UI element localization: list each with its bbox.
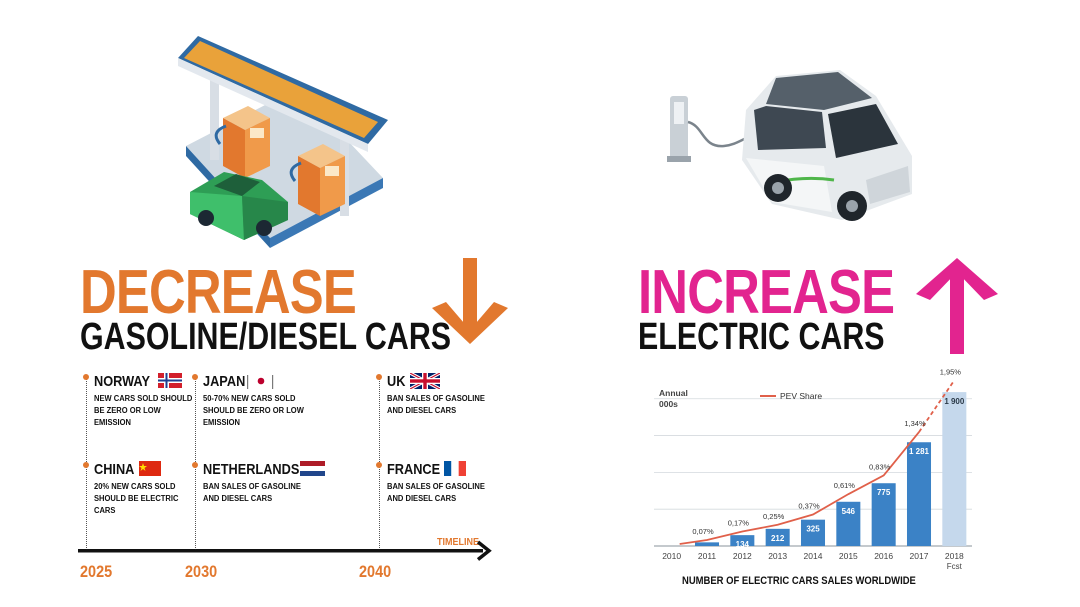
pev-share-line <box>679 431 920 545</box>
pev-share-label: 0,61% <box>834 481 856 490</box>
year-2040: 2040 <box>359 562 392 581</box>
chart-data-label: 1 281 <box>909 447 930 456</box>
pin-uk <box>376 374 382 380</box>
chart-data-label: 325 <box>806 525 820 534</box>
year-2030: 2030 <box>185 562 218 581</box>
pev-share-label: 1,95% <box>940 367 962 376</box>
chart-tick-label: 2017 <box>910 551 929 561</box>
japan-flag-icon <box>253 375 269 387</box>
country-france: FRANCE <box>387 461 441 478</box>
netherlands-flag-icon <box>300 461 325 476</box>
chart-tick-sublabel: Fcst <box>947 562 963 571</box>
chart-tick-label: 2018 <box>945 551 964 561</box>
chart-bar <box>800 519 826 546</box>
timeline-axis <box>78 540 492 561</box>
electric-car-icon <box>742 70 912 221</box>
pev-share-forecast-line <box>918 379 956 433</box>
down-arrow-icon <box>432 258 508 344</box>
uk-flag-icon <box>410 373 440 389</box>
increase-heading: INCREASE <box>638 258 895 327</box>
chart-tick-label: 2014 <box>804 551 823 561</box>
decrease-heading: DECREASE <box>80 258 357 327</box>
chart-bar <box>906 442 932 546</box>
country-netherlands: NETHERLANDS <box>203 461 300 478</box>
year-2025: 2025 <box>80 562 113 581</box>
chart-tick-label: 2013 <box>768 551 787 561</box>
chart-tick-label: 2011 <box>698 551 717 561</box>
chart-data-label: 775 <box>877 488 891 497</box>
pev-share-label: 0,37% <box>798 502 820 511</box>
chart-data-label: 212 <box>771 534 785 543</box>
chart-bar <box>765 528 790 546</box>
chart-bar <box>871 483 896 546</box>
timeline-label: TIMELINE <box>437 537 480 548</box>
pev-share-label: 0,07% <box>692 527 714 536</box>
pin-japan <box>192 374 198 380</box>
pin-norway <box>83 374 89 380</box>
chart-title: NUMBER OF ELECTRIC CARS SALES WORLDWIDE <box>682 575 916 587</box>
pin-netherlands <box>192 462 198 468</box>
chart-ylabel-annual: Annual <box>659 388 688 398</box>
chart-data-label: 1 900 <box>944 397 965 406</box>
legend-label: PEV Share <box>780 391 822 401</box>
chart-data-label: 546 <box>842 507 856 516</box>
chart-tick-label: 2010 <box>662 551 681 561</box>
chart-bar <box>694 542 720 546</box>
france-flag-icon <box>444 461 466 476</box>
country-norway: NORWAY <box>94 373 150 390</box>
china-flag-icon <box>139 461 161 476</box>
pin-france <box>376 462 382 468</box>
country-china: CHINA <box>94 461 135 478</box>
up-arrow-icon <box>916 258 998 354</box>
pev-share-label: 1,34% <box>904 419 926 428</box>
gas-station-icon <box>178 36 388 248</box>
pev-share-label: 0,83% <box>869 462 891 471</box>
chart-tick-label: 2016 <box>874 551 893 561</box>
norway-flag-icon <box>158 373 182 388</box>
pev-share-label: 0,25% <box>763 512 785 521</box>
policy-netherlands: BAN SALES OF GASOLINE AND DIESEL CARS <box>203 481 301 503</box>
country-uk: UK <box>387 373 406 390</box>
policy-uk: BAN SALES OF GASOLINE AND DIESEL CARS <box>387 393 485 415</box>
japan-separator-left: | <box>246 373 250 390</box>
pin-china <box>83 462 89 468</box>
chart-bar <box>730 535 755 546</box>
chart-data-label: 134 <box>736 540 750 549</box>
japan-separator-right: | <box>271 373 275 390</box>
policy-japan: 50-70% NEW CARS SOLD SHOULD BE ZERO OR L… <box>203 393 304 427</box>
chart-bar <box>942 392 967 546</box>
policy-norway: NEW CARS SOLD SHOULD BE ZERO OR LOW EMIS… <box>94 393 193 427</box>
chart-tick-label: 2015 <box>839 551 858 561</box>
ev-sales-chart: 2010 2011 134 2012 212 2013 325 2014 546 2015 775 2… <box>654 367 972 571</box>
chart-tick-label: 2012 <box>733 551 752 561</box>
policy-france: BAN SALES OF GASOLINE AND DIESEL CARS <box>387 481 485 503</box>
gasoline-diesel-subheading: GASOLINE/DIESEL CARS <box>80 316 452 358</box>
country-japan: JAPAN <box>203 373 246 390</box>
chart-ylabel-units: 000s <box>659 399 678 409</box>
pev-share-label: 0,17% <box>728 519 750 528</box>
green-car-icon <box>190 172 288 240</box>
chart-bar <box>836 501 861 546</box>
electric-cars-subheading: ELECTRIC CARS <box>638 316 885 358</box>
policy-china: 20% NEW CARS SOLD SHOULD BE ELECTRIC CAR… <box>94 481 179 515</box>
